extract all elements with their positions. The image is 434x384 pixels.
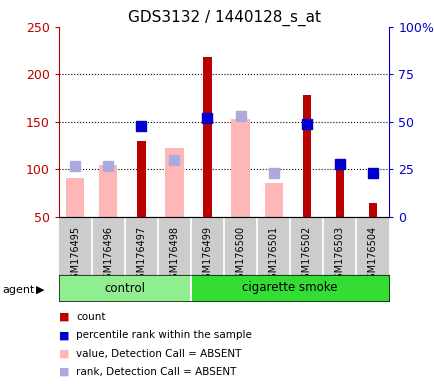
Text: GSM176499: GSM176499: [202, 226, 212, 285]
Bar: [99, 165, 117, 217]
Text: GSM176495: GSM176495: [70, 226, 80, 285]
Bar: [165, 147, 183, 217]
Bar: [264, 183, 282, 217]
Text: GSM176503: GSM176503: [334, 226, 344, 285]
Bar: [335, 163, 343, 217]
Text: agent: agent: [2, 285, 34, 295]
Text: count: count: [76, 312, 105, 322]
Bar: [368, 203, 376, 217]
Text: value, Detection Call = ABSENT: value, Detection Call = ABSENT: [76, 349, 241, 359]
Text: GSM176498: GSM176498: [169, 226, 179, 285]
Text: GSM176497: GSM176497: [136, 226, 146, 285]
Title: GDS3132 / 1440128_s_at: GDS3132 / 1440128_s_at: [127, 9, 320, 25]
Text: GSM176502: GSM176502: [301, 226, 311, 285]
Text: ■: ■: [59, 330, 69, 340]
Bar: [137, 141, 145, 217]
Bar: [302, 95, 310, 217]
Bar: [231, 119, 249, 217]
Bar: [203, 57, 211, 217]
Text: cigarette smoke: cigarette smoke: [242, 281, 337, 295]
Text: GSM176496: GSM176496: [103, 226, 113, 285]
Text: GSM176500: GSM176500: [235, 226, 245, 285]
Text: rank, Detection Call = ABSENT: rank, Detection Call = ABSENT: [76, 367, 236, 377]
Text: ■: ■: [59, 312, 69, 322]
Text: control: control: [104, 281, 145, 295]
Text: ■: ■: [59, 349, 69, 359]
Text: percentile rank within the sample: percentile rank within the sample: [76, 330, 251, 340]
Bar: [66, 178, 84, 217]
Text: GSM176501: GSM176501: [268, 226, 278, 285]
Text: ▶: ▶: [36, 285, 44, 295]
Text: GSM176504: GSM176504: [367, 226, 377, 285]
Text: ■: ■: [59, 367, 69, 377]
